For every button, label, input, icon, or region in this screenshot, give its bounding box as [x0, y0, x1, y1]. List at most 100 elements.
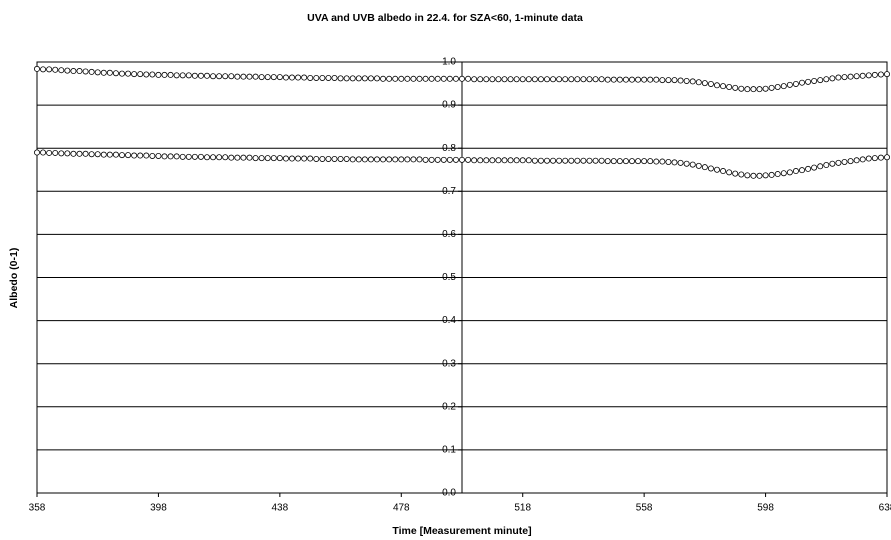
data-point	[653, 158, 660, 165]
data-point	[343, 155, 350, 162]
data-point	[768, 84, 775, 91]
data-point	[94, 151, 101, 158]
data-point	[629, 76, 636, 83]
data-point	[622, 158, 629, 165]
data-point	[568, 76, 575, 83]
data-point	[325, 74, 332, 81]
data-point	[270, 74, 277, 81]
data-point	[119, 70, 126, 77]
data-point	[295, 74, 302, 81]
y-tick-label: 0.7	[442, 186, 456, 197]
data-point	[884, 71, 891, 78]
data-point	[841, 158, 848, 165]
data-point	[768, 171, 775, 178]
data-point	[319, 155, 326, 162]
data-point	[173, 153, 180, 160]
data-point	[301, 74, 308, 81]
data-point	[88, 68, 95, 75]
data-point	[732, 84, 739, 91]
data-point	[835, 74, 842, 81]
data-point	[307, 155, 314, 162]
data-point	[446, 156, 453, 163]
data-point	[744, 86, 751, 93]
data-point	[647, 76, 654, 83]
data-point	[859, 156, 866, 163]
data-point	[738, 85, 745, 92]
data-point	[616, 76, 623, 83]
data-point	[40, 66, 47, 73]
data-point	[216, 154, 223, 161]
data-point	[70, 150, 77, 157]
data-point	[240, 73, 247, 80]
data-point	[726, 83, 733, 90]
data-point	[884, 154, 891, 161]
data-point	[683, 160, 690, 167]
data-point	[100, 69, 107, 76]
x-tick-label: 518	[514, 503, 531, 514]
data-point	[586, 76, 593, 83]
data-point	[319, 74, 326, 81]
data-point	[811, 77, 818, 84]
x-tick-label: 398	[150, 503, 167, 514]
data-point	[416, 156, 423, 163]
data-point	[823, 76, 830, 83]
data-point	[525, 157, 532, 164]
x-tick-label: 638	[879, 503, 891, 514]
data-point	[234, 73, 241, 80]
data-point	[367, 156, 374, 163]
data-point	[792, 168, 799, 175]
data-point	[750, 86, 757, 93]
data-point	[659, 158, 666, 165]
data-point	[701, 164, 708, 171]
data-point	[386, 156, 393, 163]
data-point	[616, 158, 623, 165]
data-point	[40, 149, 47, 156]
data-point	[780, 170, 787, 177]
data-point	[562, 76, 569, 83]
y-tick-label: 0.0	[442, 488, 456, 499]
data-point	[355, 156, 362, 163]
data-point	[88, 151, 95, 158]
data-point	[501, 157, 508, 164]
data-point	[258, 74, 265, 81]
data-point	[282, 155, 289, 162]
data-point	[726, 169, 733, 176]
data-point	[853, 157, 860, 164]
data-point	[373, 75, 380, 82]
data-point	[829, 160, 836, 167]
data-point	[477, 157, 484, 164]
data-point	[343, 75, 350, 82]
data-point	[295, 155, 302, 162]
data-point	[744, 172, 751, 179]
data-point	[580, 76, 587, 83]
data-point	[537, 76, 544, 83]
data-point	[465, 156, 472, 163]
data-point	[46, 149, 53, 156]
data-point	[264, 155, 271, 162]
data-point	[877, 154, 884, 161]
data-point	[313, 74, 320, 81]
y-tick-label: 0.3	[442, 358, 456, 369]
data-point	[179, 72, 186, 79]
data-point	[276, 155, 283, 162]
data-point	[119, 152, 126, 159]
data-point	[282, 74, 289, 81]
data-point	[689, 78, 696, 85]
x-tick-label: 358	[29, 503, 46, 514]
data-point	[659, 77, 666, 84]
data-point	[677, 77, 684, 84]
data-point	[841, 74, 848, 81]
data-point	[210, 154, 217, 161]
data-point	[94, 69, 101, 76]
data-point	[774, 171, 781, 178]
data-point	[665, 77, 672, 84]
data-point	[865, 72, 872, 79]
data-point	[720, 168, 727, 175]
data-point	[331, 74, 338, 81]
data-point	[592, 157, 599, 164]
data-point	[756, 86, 763, 93]
data-point	[112, 151, 119, 158]
data-point	[106, 69, 113, 76]
data-point	[537, 157, 544, 164]
